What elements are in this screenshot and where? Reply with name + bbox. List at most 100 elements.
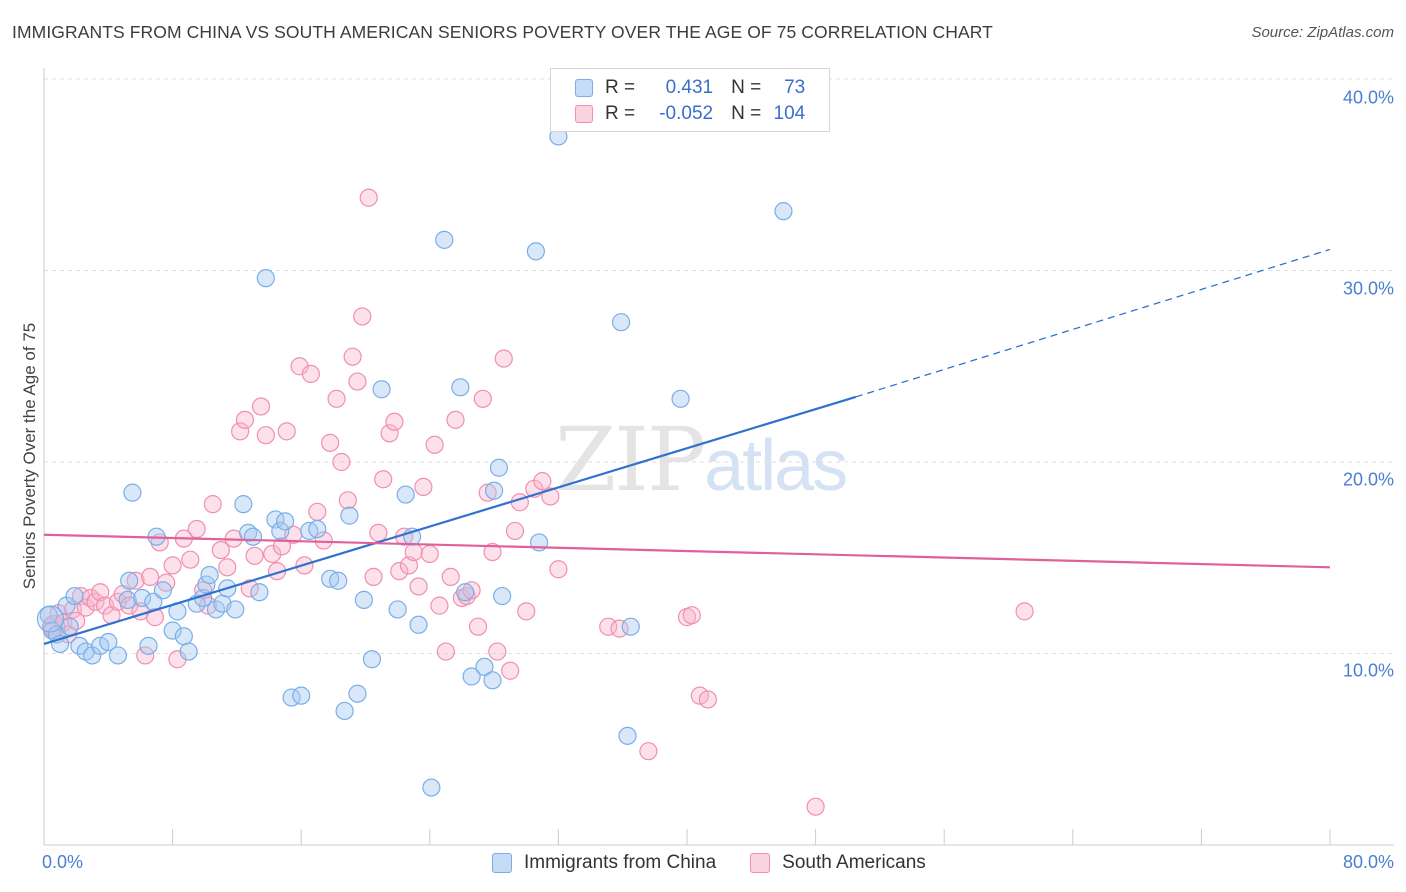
south-american-point [698, 690, 717, 709]
south-american-point [272, 537, 292, 556]
south-american-point [369, 523, 388, 542]
watermark-zip: ZIP [555, 408, 706, 511]
south-american-point [332, 452, 351, 472]
china-point [611, 313, 631, 332]
china-point [256, 269, 275, 288]
south-american-point [256, 426, 275, 445]
watermark-atlas: atlas [704, 426, 848, 506]
china-point [163, 621, 182, 640]
y-tick-label-20: 20.0% [1342, 469, 1394, 490]
china-point [618, 726, 637, 745]
y-tick-label-30: 30.0% [1342, 278, 1394, 299]
china-point [174, 627, 193, 646]
china-point [99, 632, 118, 652]
legend-item-south: South Americans [750, 852, 926, 874]
south-american-point [314, 531, 333, 550]
south-american-trend-line [43, 533, 1331, 569]
south-american-point [91, 583, 110, 602]
south-american-point [501, 661, 520, 680]
china-point [197, 575, 216, 594]
legend-item-china: Immigrants from China [492, 852, 716, 874]
south-american-point [682, 606, 701, 625]
south-american-point [76, 598, 95, 617]
china-point [234, 495, 253, 514]
south-american-point [446, 410, 465, 429]
china-point [526, 242, 545, 261]
south-american-point [240, 579, 259, 598]
y-axis-label: Seniors Poverty Over the Age of 75 [20, 322, 39, 590]
china-point [139, 636, 158, 655]
china-trend-line [43, 395, 857, 645]
south-american-point [385, 412, 404, 431]
south-american-point [404, 542, 423, 562]
china-point [483, 671, 502, 690]
south-american-point [533, 472, 552, 491]
south-american-point [488, 642, 507, 661]
china-point [456, 583, 475, 602]
south-american-point [263, 544, 282, 564]
legend-label-south: South Americans [782, 852, 926, 873]
south-american-point [380, 424, 399, 443]
china-point [179, 642, 198, 661]
n-value-south: 104 [773, 103, 806, 124]
south-american-point [301, 364, 320, 384]
china-point [123, 483, 142, 502]
south-american-point [549, 560, 568, 579]
china-point [475, 657, 494, 677]
legend-row-south: R = -0.052 N = 104 [575, 102, 805, 126]
china-point [422, 778, 441, 797]
legend-row-china: R = 0.431 N = 73 [575, 76, 805, 100]
china-point [489, 458, 509, 477]
china-point [340, 506, 359, 525]
china-points [36, 127, 793, 797]
south-american-point [364, 567, 383, 587]
china-point [329, 571, 348, 590]
correlation-legend: R = 0.431 N = 73 R = -0.052 N = 104 [550, 68, 830, 132]
south-american-point [277, 422, 296, 441]
china-point [118, 590, 137, 609]
south-american-point [441, 567, 460, 587]
r-value-south: -0.052 [659, 103, 714, 124]
china-point [435, 230, 454, 249]
south-american-point [126, 571, 145, 590]
south-american-point [425, 435, 444, 454]
china-point [354, 590, 373, 609]
china-point [348, 684, 367, 703]
china-point [292, 686, 311, 705]
south-american-point [353, 307, 372, 326]
south-american-point [251, 397, 271, 416]
south-american-point [468, 617, 488, 636]
china-point [485, 481, 504, 500]
south-american-point [462, 581, 481, 600]
source-credit: Source: ZipAtlas.com [1251, 24, 1394, 41]
china-point [243, 527, 263, 546]
n-label: N = [731, 103, 762, 124]
south-american-point [483, 542, 502, 562]
grid-lines [44, 78, 1394, 654]
china-point [276, 512, 295, 531]
china-point [372, 380, 391, 399]
watermark: ZIPatlas [555, 408, 848, 511]
x-tick-label-80: 80.0% [1342, 852, 1394, 872]
south-american-point [203, 495, 222, 514]
south-legend-swatch [750, 853, 771, 873]
south-american-point [218, 558, 237, 577]
south-american-point [639, 742, 658, 761]
china-point [362, 650, 382, 669]
south-american-point [414, 477, 433, 496]
south-american-point [231, 422, 250, 441]
south-american-point [505, 521, 525, 541]
south-american-point [181, 550, 200, 569]
china-point [493, 586, 512, 606]
south-american-point [1015, 602, 1034, 621]
china-point [250, 583, 269, 602]
south-american-point [359, 188, 378, 207]
legend-label-china: Immigrants from China [524, 852, 717, 873]
south-american-point [343, 347, 362, 366]
china-point [774, 202, 793, 221]
x-tick-label-0: 0.0% [42, 852, 84, 872]
china-point [132, 588, 152, 608]
china-point [396, 485, 415, 504]
china-point-cluster [36, 605, 65, 633]
